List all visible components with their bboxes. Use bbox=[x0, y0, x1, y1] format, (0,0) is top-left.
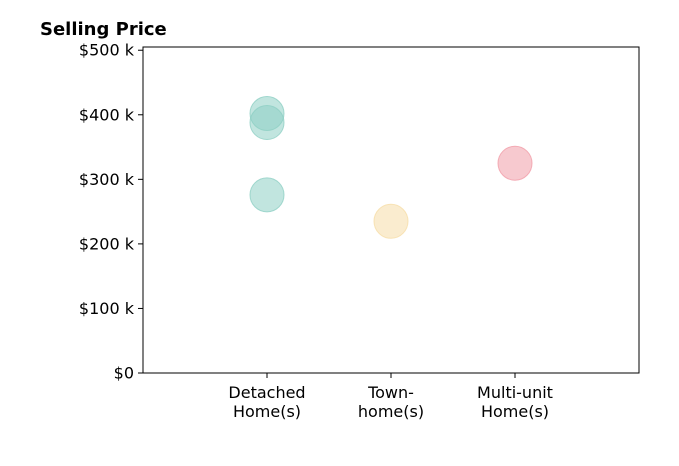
y-tick-label: $400 k bbox=[79, 105, 135, 124]
x-tick-label: Home(s) bbox=[481, 402, 549, 421]
data-point bbox=[249, 177, 285, 213]
x-tick-label: Detached bbox=[228, 383, 305, 402]
y-tick-label: $300 k bbox=[79, 170, 135, 189]
data-point bbox=[497, 145, 533, 181]
data-point bbox=[249, 105, 285, 141]
x-tick-label: Town- bbox=[367, 383, 414, 402]
x-tick-label: home(s) bbox=[358, 402, 424, 421]
chart-title: Selling Price bbox=[40, 19, 167, 40]
points-layer bbox=[249, 95, 533, 239]
x-tick-label: Home(s) bbox=[233, 402, 301, 421]
y-tick-label: $0 bbox=[114, 364, 134, 383]
y-tick-label: $200 k bbox=[79, 234, 135, 253]
y-axis: $0 $100 k $200 k $300 k $400 k $500 k bbox=[79, 41, 143, 383]
y-tick-label: $500 k bbox=[79, 41, 135, 60]
data-point bbox=[373, 203, 409, 239]
x-axis: DetachedHome(s)Town-home(s)Multi-unitHom… bbox=[228, 373, 553, 421]
x-tick-label: Multi-unit bbox=[477, 383, 553, 402]
y-tick-label: $100 k bbox=[79, 299, 135, 318]
